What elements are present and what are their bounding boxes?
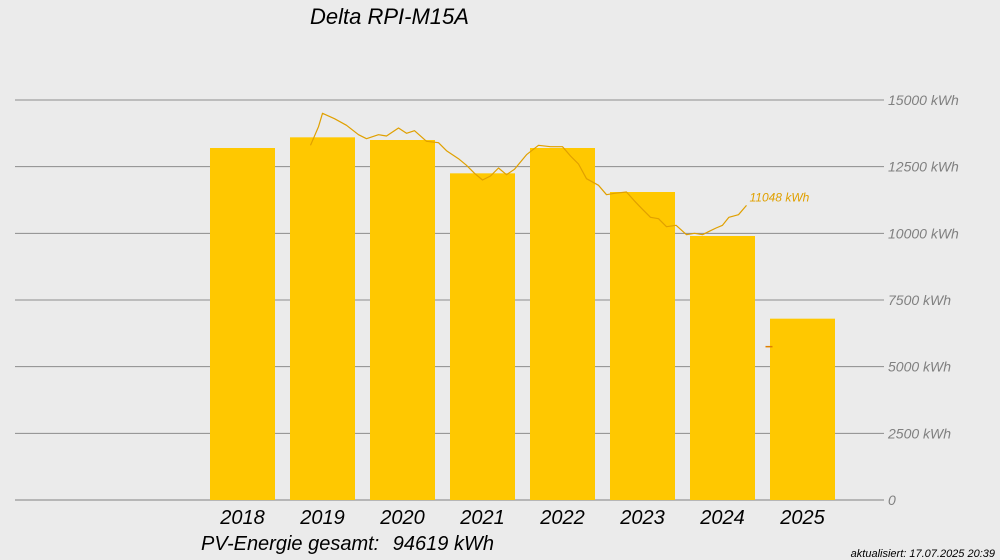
bar-2019 [290, 137, 355, 501]
bar-2020 [370, 140, 435, 500]
bars [210, 137, 835, 501]
x-tick-label: 2025 [779, 507, 825, 529]
bar-2025 [770, 318, 835, 500]
last-updated: aktualisiert: 17.07.2025 20:39 [851, 548, 995, 560]
x-tick-label: 2022 [539, 507, 585, 529]
total-energy-label: PV-Energie gesamt: [201, 533, 379, 555]
rolling-total-line [309, 112, 747, 236]
chart-title: Delta RPI-M15A [310, 4, 469, 29]
y-tick-label: 2500 kWh [887, 425, 951, 441]
bar-2021 [450, 173, 515, 501]
bar-2023 [610, 192, 675, 500]
y-tick-label: 10000 kWh [888, 225, 959, 241]
x-tick-label: 2020 [379, 507, 425, 529]
y-tick-label: 12500 kWh [888, 159, 959, 175]
y-tick-label: 15000 kWh [888, 92, 959, 108]
x-tick-label: 2018 [219, 507, 265, 529]
rolling-total-end-label: 11048 kWh [750, 190, 810, 204]
total-energy-value: 94619 kWh [393, 533, 494, 555]
total-energy-line: PV-Energie gesamt: 94619 kWh [201, 533, 494, 555]
bar-2018 [210, 148, 275, 500]
y-tick-label: 7500 kWh [888, 292, 951, 308]
bar-2022 [530, 148, 595, 500]
y-tick-label: 0 [888, 492, 896, 508]
rolling-total-series: 11048 kWh [309, 112, 810, 236]
y-axis-tick-labels: 0 2500 kWh 5000 kWh 7500 kWh 10000 kWh 12500 … [887, 92, 959, 508]
bar-2024 [690, 236, 755, 500]
x-tick-label: 2023 [619, 507, 665, 529]
x-tick-label: 2024 [699, 507, 745, 529]
gridlines [15, 99, 884, 501]
x-tick-label: 2021 [459, 507, 505, 529]
x-tick-label: 2019 [299, 507, 345, 529]
y-tick-label: 5000 kWh [888, 359, 951, 375]
x-axis-tick-labels: 2018 2019 2020 2021 2022 2023 2024 2025 [219, 507, 825, 529]
